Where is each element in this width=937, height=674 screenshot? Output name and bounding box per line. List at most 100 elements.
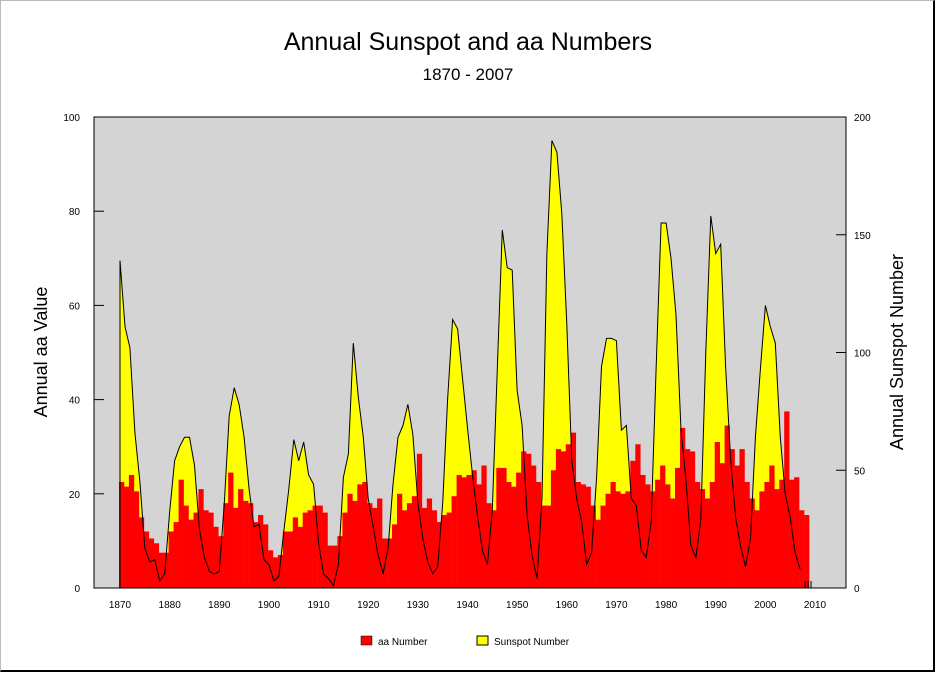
aa-bar xyxy=(620,493,626,588)
aa-bar xyxy=(610,482,616,588)
aa-bar xyxy=(263,524,269,588)
aa-bar xyxy=(759,491,765,588)
aa-bar xyxy=(516,472,522,588)
aa-bar xyxy=(387,538,393,588)
aa-bar xyxy=(630,460,636,588)
aa-bar xyxy=(526,453,532,588)
aa-bar xyxy=(689,451,696,588)
aa-bar xyxy=(317,505,323,588)
aa-bar xyxy=(347,493,353,588)
aa-bar xyxy=(277,555,284,588)
x-tick-label: 1890 xyxy=(208,600,231,611)
aa-bar xyxy=(248,503,254,588)
aa-bar xyxy=(372,507,378,588)
left-tick-label: 80 xyxy=(69,207,81,218)
aa-bar xyxy=(545,505,552,588)
aa-bar xyxy=(476,484,482,588)
x-axis: 1870 1880 1890 1900 1910 1920 1930 1940 1950 1960… xyxy=(109,600,827,611)
chart-title: Annual Sunspot and aa Numbers xyxy=(284,28,652,56)
aa-bar xyxy=(595,519,601,588)
aa-bar xyxy=(312,505,318,588)
x-tick-label: 1950 xyxy=(506,600,529,611)
aa-bar xyxy=(431,510,438,588)
aa-bar xyxy=(625,491,631,588)
aa-bar xyxy=(665,484,671,588)
aa-bar xyxy=(496,467,502,588)
aa-bar xyxy=(491,510,497,588)
x-tick-label: 1880 xyxy=(159,600,182,611)
aa-bar xyxy=(148,538,155,588)
right-tick-label: 100 xyxy=(854,349,871,360)
aa-bar xyxy=(416,453,423,588)
aa-bar xyxy=(585,486,591,588)
right-tick-label: 50 xyxy=(854,466,866,477)
aa-bar xyxy=(615,491,621,588)
x-tick-label: 1920 xyxy=(357,600,380,611)
sunspot-series xyxy=(120,140,801,588)
aa-bar xyxy=(258,515,264,588)
aa-bar xyxy=(297,526,303,588)
aa-bar xyxy=(655,479,661,588)
aa-bar xyxy=(203,510,209,588)
legend: aa Number Sunspot Number xyxy=(360,635,570,648)
aa-bar xyxy=(208,512,214,588)
right-axis-label: Annual Sunspot Number xyxy=(887,254,907,450)
aa-bar xyxy=(600,505,606,588)
aa-bar xyxy=(128,475,135,588)
left-tick-label: 100 xyxy=(63,113,80,124)
aa-bar xyxy=(670,498,676,588)
aa-bar xyxy=(243,500,249,588)
right-tick-label: 200 xyxy=(854,113,871,124)
aa-bar xyxy=(223,503,229,588)
aa-bar xyxy=(804,515,810,588)
aa-bar xyxy=(471,470,477,589)
aa-bar xyxy=(605,493,611,588)
aa-bar xyxy=(287,531,294,588)
aa-bar xyxy=(411,496,418,588)
aa-bar xyxy=(719,463,725,588)
x-tick-label: 1990 xyxy=(705,600,728,611)
aa-bar xyxy=(550,470,557,589)
aa-bar xyxy=(754,510,760,588)
aa-bar xyxy=(138,517,145,588)
x-tick-label: 1910 xyxy=(307,600,330,611)
aa-bar xyxy=(446,512,452,588)
aa-bar xyxy=(253,522,259,588)
legend-label-sunspot: Sunspot Number xyxy=(494,637,570,648)
aa-bar xyxy=(739,449,745,588)
aa-bar xyxy=(645,484,651,588)
x-tick-label: 2000 xyxy=(754,600,777,611)
aa-bar xyxy=(466,475,472,588)
aa-bar xyxy=(218,536,224,588)
aa-bar xyxy=(426,498,433,588)
legend-item-sunspot[interactable]: Sunspot Number xyxy=(476,635,570,648)
right-axis: 0 50 100 150 200 xyxy=(836,113,871,595)
aa-bar xyxy=(724,425,730,588)
aa-bar xyxy=(322,512,328,588)
aa-bar xyxy=(521,451,527,588)
aa-bar xyxy=(769,465,775,588)
sunspot-outline xyxy=(119,140,812,588)
aa-bar xyxy=(302,512,308,588)
aa-bar xyxy=(327,545,333,588)
aa-bar xyxy=(451,496,457,588)
aa-bar xyxy=(511,486,517,588)
aa-bar xyxy=(590,505,596,588)
aa-bar xyxy=(213,526,219,588)
aa-bar xyxy=(541,505,547,588)
aa-bar xyxy=(570,432,577,588)
x-tick-label: 1980 xyxy=(655,600,678,611)
aa-bar xyxy=(789,479,795,588)
aa-bar xyxy=(744,482,750,588)
aa-bar xyxy=(158,552,164,588)
x-tick-label: 1900 xyxy=(258,600,281,611)
aa-bar xyxy=(575,482,581,588)
x-tick-label: 1960 xyxy=(556,600,579,611)
aa-bar xyxy=(402,510,408,588)
aa-bar xyxy=(794,477,800,588)
aa-bar xyxy=(729,449,735,588)
legend-item-aa[interactable]: aa Number xyxy=(360,635,428,648)
aa-bar xyxy=(456,475,462,588)
chart-subtitle: 1870 - 2007 xyxy=(423,65,514,84)
aa-bar xyxy=(694,482,701,588)
